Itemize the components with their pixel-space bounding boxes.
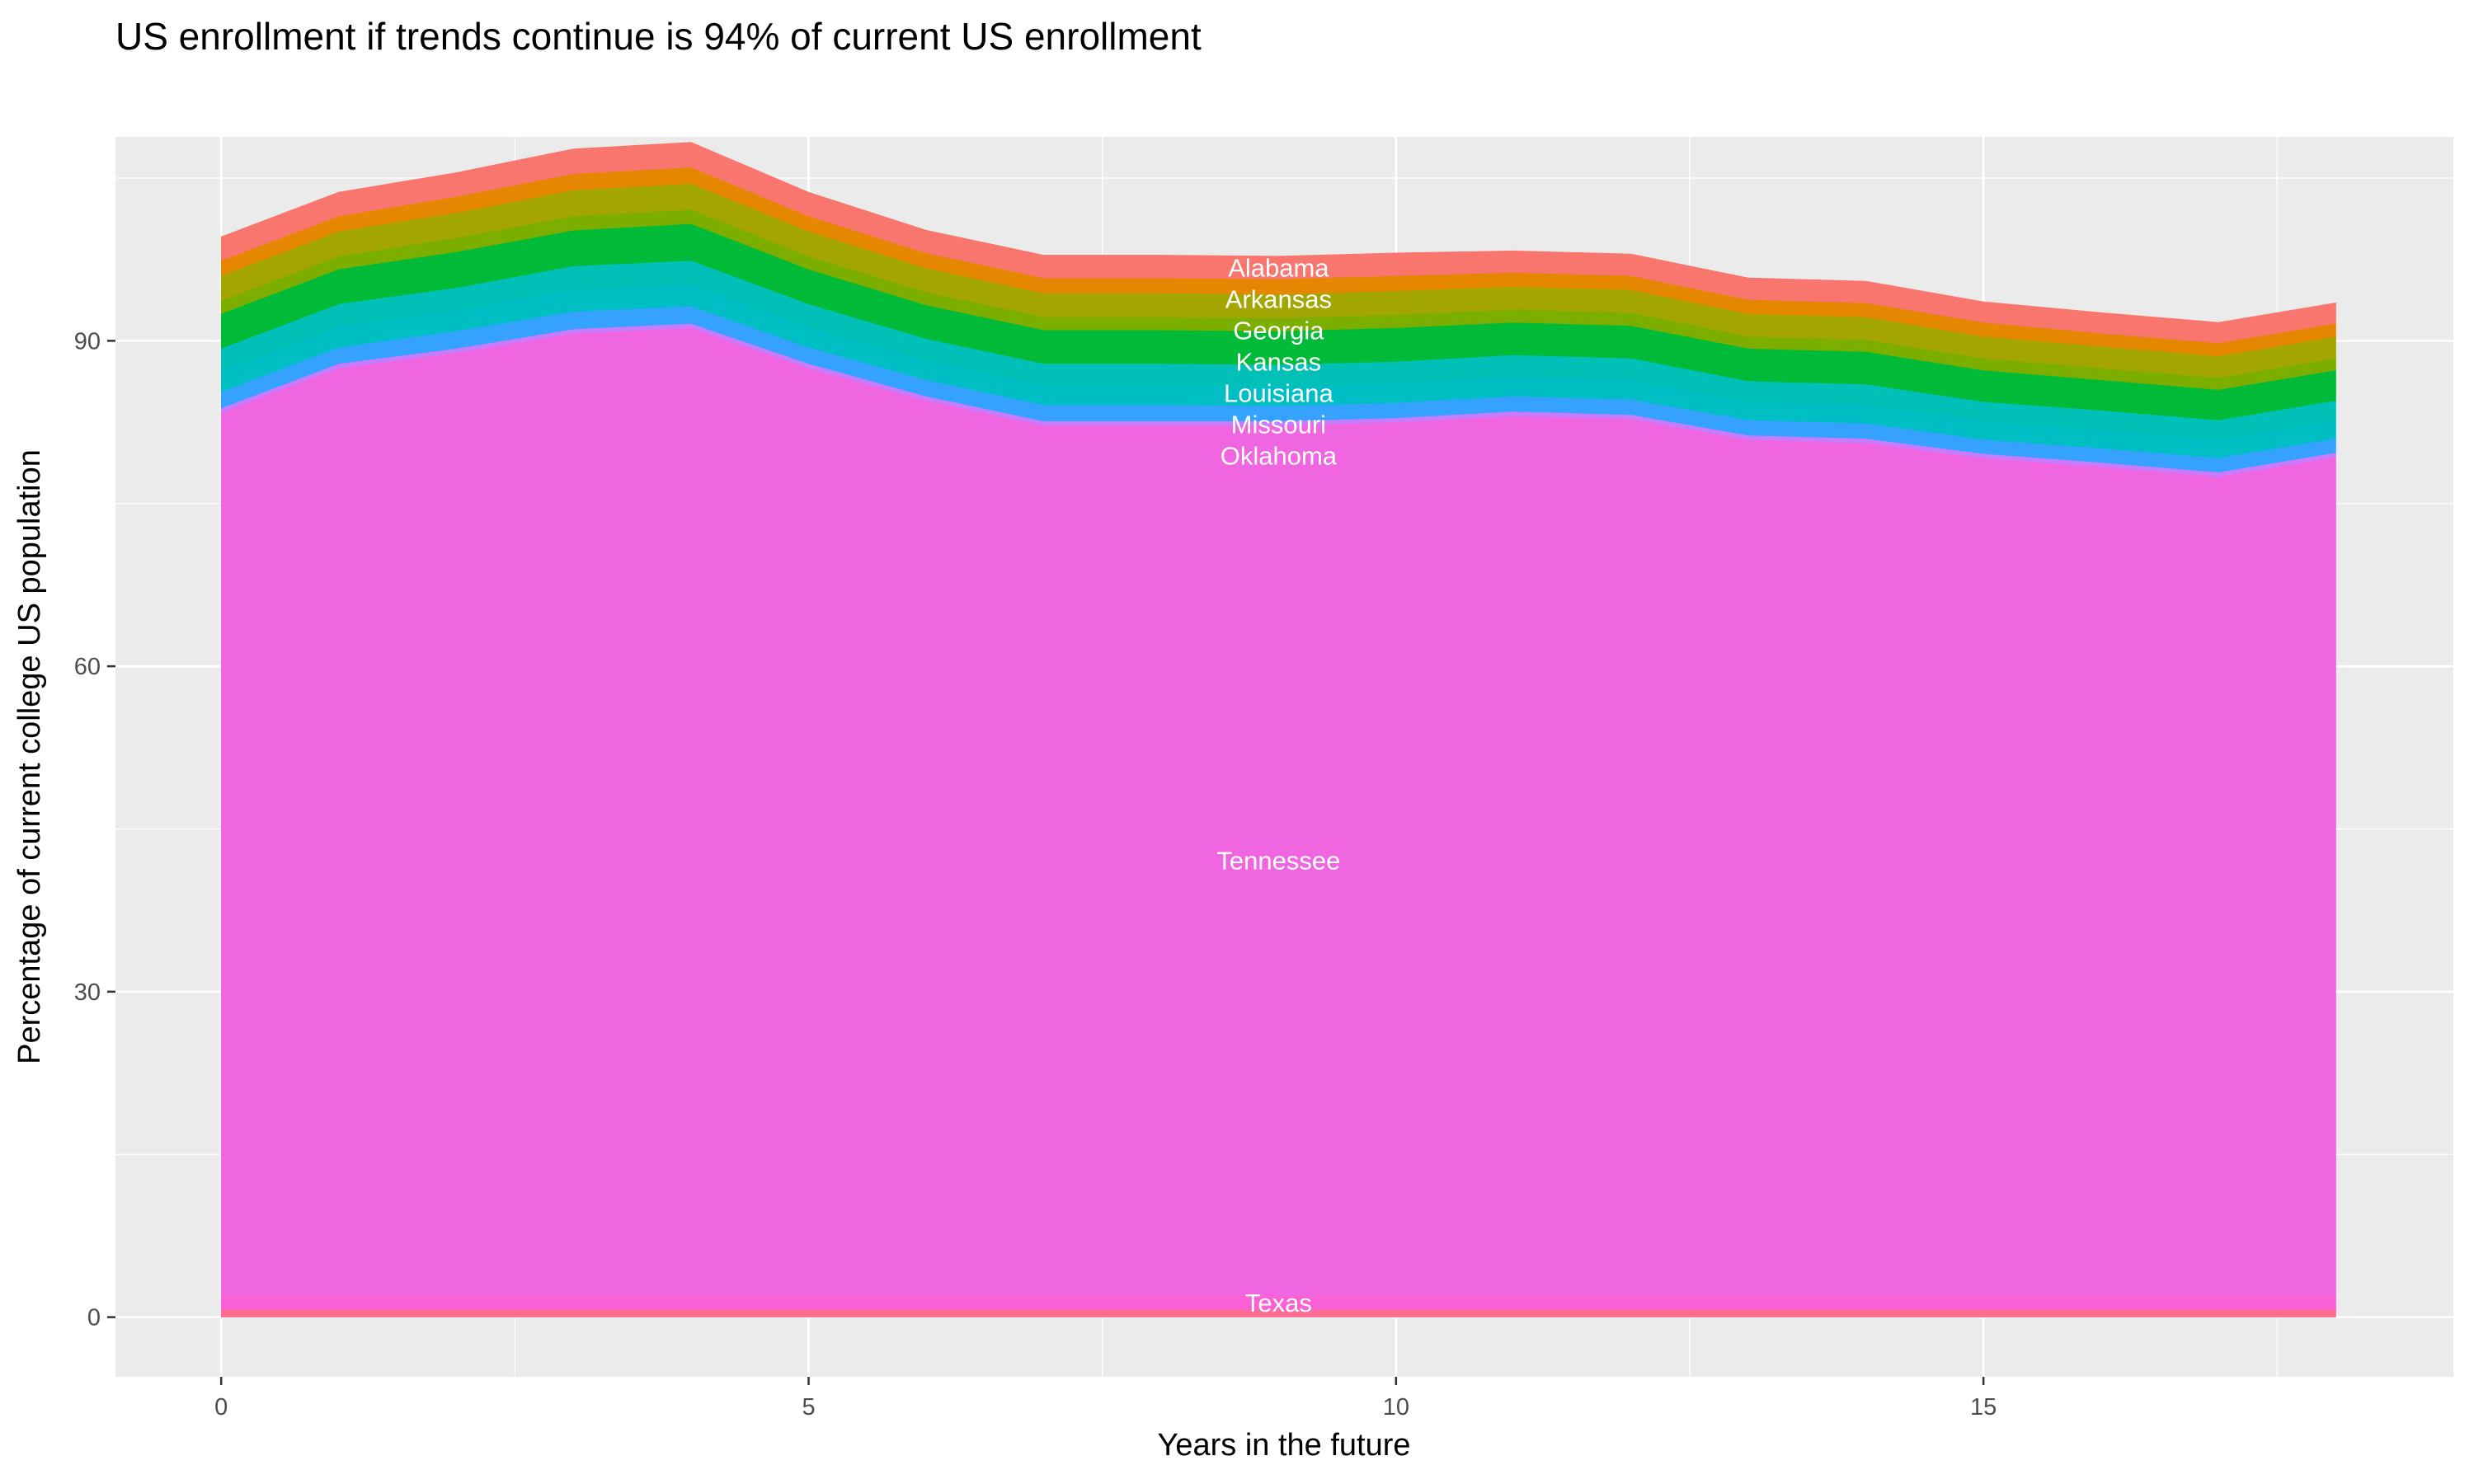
- x-tick-label: 0: [214, 1394, 228, 1421]
- y-tick-label: 0: [87, 1305, 101, 1331]
- area-label-louisiana: Louisiana: [1224, 379, 1333, 408]
- y-tick-label: 30: [74, 979, 101, 1006]
- area-label-tennessee: Tennessee: [1216, 847, 1340, 876]
- y-tick-label: 90: [74, 328, 101, 355]
- y-tick-label: 60: [74, 654, 101, 680]
- chart-title: US enrollment if trends continue is 94% …: [115, 15, 1202, 58]
- area-label-alabama: Alabama: [1228, 254, 1329, 283]
- area-label-missouri: Missouri: [1231, 411, 1326, 439]
- area-label-texas: Texas: [1245, 1289, 1312, 1317]
- area-label-oklahoma: Oklahoma: [1221, 442, 1338, 471]
- y-axis-ticks: 0 30 60 90: [74, 328, 115, 1331]
- area-label-arkansas: Arkansas: [1225, 285, 1332, 314]
- area-layers: [220, 142, 2336, 1317]
- y-axis-title: Percentage of current college US populat…: [12, 449, 47, 1064]
- area-alabama: [220, 142, 2336, 344]
- x-tick-label: 5: [802, 1394, 815, 1421]
- x-tick-label: 15: [1970, 1394, 1997, 1421]
- x-tick-label: 10: [1383, 1394, 1409, 1421]
- x-axis-ticks: 0 5 10 15: [214, 1377, 1997, 1421]
- area-tennessee: [220, 327, 2336, 1296]
- area-label-georgia: Georgia: [1233, 317, 1324, 345]
- x-axis-title: Years in the future: [1157, 1428, 1410, 1463]
- area-label-kansas: Kansas: [1236, 348, 1321, 377]
